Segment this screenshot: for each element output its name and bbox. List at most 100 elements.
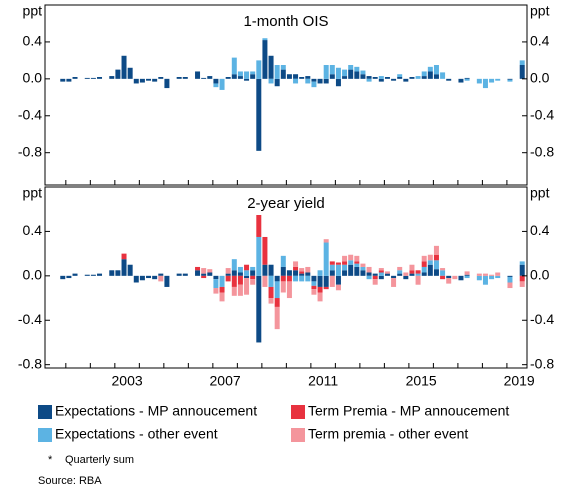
bar (317, 292, 323, 302)
bar (427, 264, 433, 276)
title-bg (195, 11, 371, 33)
bar (293, 78, 299, 84)
bar (446, 78, 452, 81)
bar (397, 273, 403, 276)
bar (244, 71, 250, 79)
bar (213, 288, 219, 294)
y-axis-label: ppt (23, 185, 43, 201)
bar (274, 298, 280, 307)
bar (146, 78, 152, 81)
bar (372, 275, 378, 280)
bar (433, 65, 439, 75)
bar (433, 269, 439, 276)
bar (372, 279, 378, 285)
x-tick-label: 2015 (406, 373, 437, 389)
bar (323, 242, 329, 276)
bar (433, 260, 439, 270)
bar (207, 272, 213, 276)
bar (329, 270, 335, 276)
bar (84, 77, 90, 79)
note-text: Quarterly sum (65, 454, 134, 466)
bar (354, 71, 360, 79)
bar (237, 272, 243, 276)
note-marker: * (48, 454, 53, 466)
bar (195, 266, 201, 271)
bar (72, 273, 78, 276)
bar (342, 76, 348, 79)
bar (384, 271, 390, 274)
panel-title: 1-month OIS (243, 13, 328, 30)
bar (237, 284, 243, 296)
bar (354, 263, 360, 267)
bar (293, 270, 299, 276)
y2-tick-label: -0.8 (530, 143, 554, 159)
bar (299, 273, 305, 276)
bar (250, 74, 256, 79)
y-tick-label: 0.4 (23, 33, 43, 49)
bar (286, 275, 292, 282)
bar (262, 264, 268, 276)
bar (305, 275, 311, 282)
bar (476, 275, 482, 281)
bar (60, 78, 66, 82)
y-tick-label: -0.8 (18, 355, 42, 371)
bar (121, 259, 127, 276)
bar (354, 66, 360, 72)
bar (489, 275, 495, 280)
y-tick-label: -0.4 (18, 311, 42, 327)
bar (427, 254, 433, 261)
y2-tick-label: 0.4 (530, 33, 550, 49)
bar (354, 261, 360, 264)
bar (219, 78, 225, 90)
bar (213, 275, 219, 280)
bar (207, 269, 213, 273)
bar (403, 275, 409, 280)
bar (415, 76, 421, 79)
x-tick-label: 2019 (504, 373, 535, 389)
bar (440, 268, 446, 271)
bar (274, 281, 280, 299)
bar (262, 275, 268, 287)
bar (60, 275, 66, 280)
bar (335, 262, 341, 265)
bar (158, 77, 164, 79)
bar (195, 270, 201, 276)
bar (440, 270, 446, 276)
bar (311, 281, 317, 286)
bar (329, 65, 335, 75)
bar (293, 266, 299, 271)
bar (427, 71, 433, 79)
bar (464, 275, 470, 279)
bar (305, 272, 311, 276)
bar (323, 65, 329, 79)
bar (250, 270, 256, 276)
bar (317, 286, 323, 293)
bar (231, 270, 237, 276)
bar (280, 69, 286, 79)
bar (421, 71, 427, 77)
bar (262, 38, 268, 41)
bar (237, 76, 243, 79)
bar (225, 268, 231, 274)
bar (256, 60, 262, 79)
bar (433, 74, 439, 79)
bar (366, 275, 372, 280)
bar (421, 76, 427, 79)
bar (378, 270, 384, 273)
bar (519, 261, 525, 265)
bar (317, 78, 323, 84)
bar (268, 78, 274, 84)
bar (201, 275, 207, 279)
legend-label: Expectations - MP annoucement (55, 403, 257, 419)
bar (97, 273, 103, 276)
bar (293, 261, 299, 267)
y-tick-label: 0.4 (23, 222, 43, 238)
bar (397, 74, 403, 77)
bar (305, 78, 311, 84)
bar (201, 268, 207, 274)
bar (464, 271, 470, 275)
bar (464, 77, 470, 79)
bar (433, 254, 439, 261)
bar (280, 275, 286, 282)
bar (176, 77, 182, 79)
